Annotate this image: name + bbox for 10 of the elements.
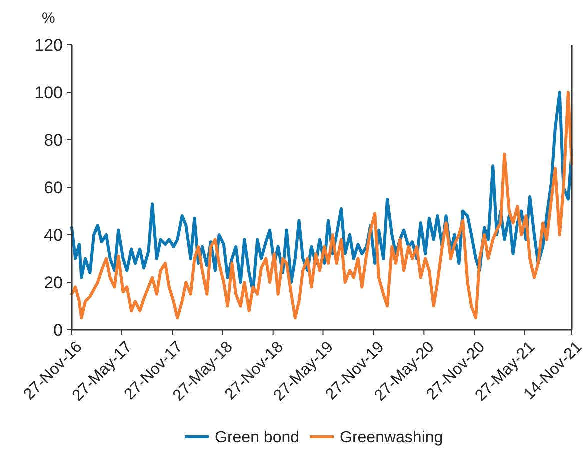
legend-label: Greenwashing [340, 430, 444, 447]
y-tick-label: 40 [44, 226, 63, 245]
legend-label: Green bond [215, 430, 300, 447]
y-tick-label: 0 [54, 320, 63, 340]
y-tick-label: 80 [44, 130, 63, 150]
y-tick-label: 100 [34, 83, 63, 102]
y-tick-label: 60 [44, 178, 63, 198]
y-tick-label: 120 [34, 36, 63, 55]
y-tick-label: 20 [44, 273, 63, 292]
y-axis-title: % [42, 10, 56, 27]
